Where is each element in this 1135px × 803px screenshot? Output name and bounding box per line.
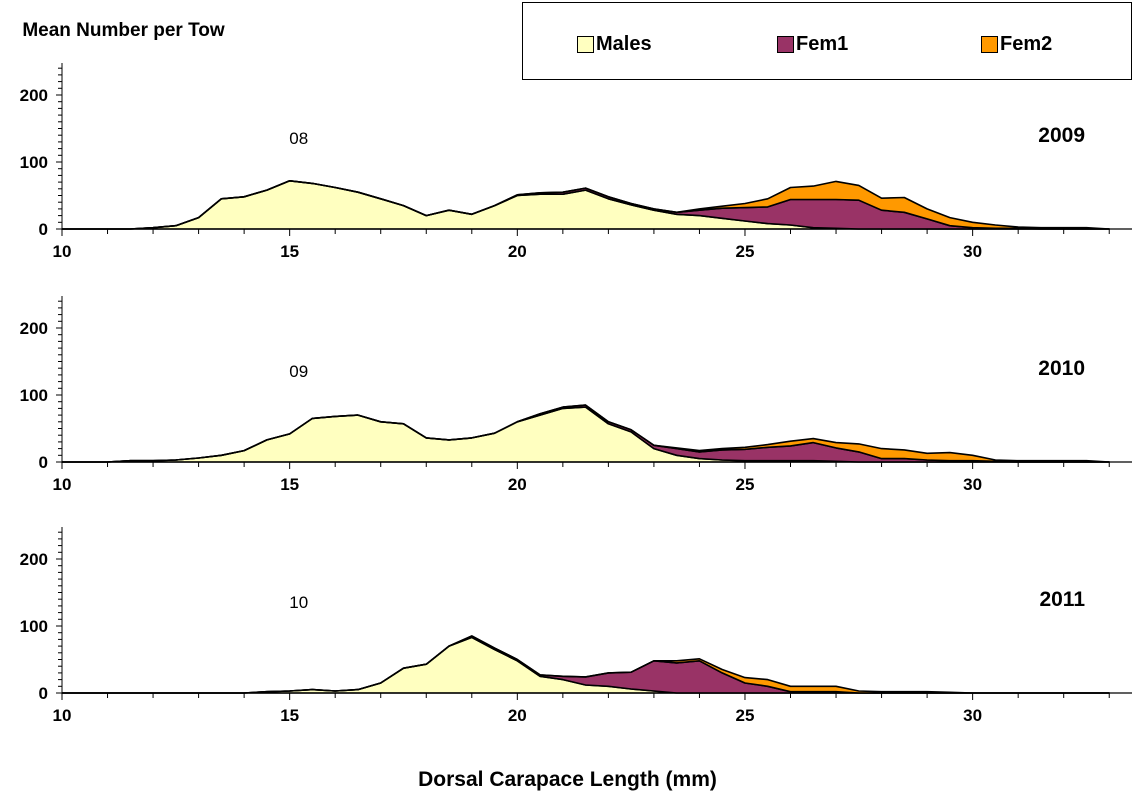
x-tick-label-2009: 30 — [963, 242, 982, 261]
y-tick-label-2011: 0 — [39, 684, 48, 703]
y-tick-label-2009: 100 — [20, 153, 48, 172]
y-tick-label-2011: 200 — [20, 550, 48, 569]
x-tick-label-2009: 15 — [280, 242, 299, 261]
legend-swatch-fem2 — [981, 36, 998, 53]
x-tick-label-2010: 15 — [280, 475, 299, 494]
x-tick-label-2010: 30 — [963, 475, 982, 494]
panel-year-label: 2011 — [1039, 588, 1085, 611]
legend-swatch-males — [577, 36, 594, 53]
panel-annotation: 09 — [289, 362, 308, 381]
x-axis-title: Dorsal Carapace Length (mm) — [418, 768, 717, 791]
legend-item-fem2: Fem2 — [981, 33, 1052, 56]
x-tick-label-2011: 20 — [508, 706, 527, 725]
x-tick-label-2011: 15 — [280, 706, 299, 725]
y-axis-title: Mean Number per Tow — [22, 20, 225, 41]
panel-year-label: 2010 — [1038, 357, 1085, 380]
y-tick-label-2010: 100 — [20, 386, 48, 405]
panel-2010: 0 100 200 10 15 20 25 30 2010 09 — [20, 296, 1132, 494]
legend-swatch-fem1 — [777, 36, 794, 53]
x-tick-label-2009: 25 — [736, 242, 755, 261]
legend-label-males: Males — [596, 33, 652, 55]
panel-annotation: 08 — [289, 129, 308, 148]
legend-item-fem1: Fem1 — [777, 33, 848, 56]
x-tick-label-2010: 10 — [53, 475, 72, 494]
y-tick-label-2011: 100 — [20, 617, 48, 636]
panel-2009: 0 100 200 10 15 20 25 30 2009 08 — [20, 63, 1132, 261]
panel-year-label: 2009 — [1038, 124, 1085, 147]
y-tick-label-2010: 0 — [39, 453, 48, 472]
y-tick-label-2009: 200 — [20, 86, 48, 105]
legend-item-males: Males — [577, 33, 652, 56]
legend-label-fem1: Fem1 — [796, 33, 849, 55]
x-tick-label-2009: 20 — [508, 242, 527, 261]
x-tick-label-2011: 10 — [53, 706, 72, 725]
x-tick-label-2009: 10 — [53, 242, 72, 261]
x-tick-label-2010: 20 — [508, 475, 527, 494]
panel-2011: 0 100 200 10 15 20 25 30 2011 10 — [20, 527, 1132, 725]
panel-annotation: 10 — [289, 593, 308, 612]
legend: Males Fem1 Fem2 — [522, 2, 1132, 80]
x-tick-label-2010: 25 — [736, 475, 755, 494]
x-tick-label-2011: 25 — [736, 706, 755, 725]
y-tick-label-2009: 0 — [39, 220, 48, 239]
x-tick-label-2011: 30 — [963, 706, 982, 725]
y-tick-label-2010: 200 — [20, 319, 48, 338]
area-fem1-2011 — [61, 635, 1110, 694]
legend-label-fem2: Fem2 — [1000, 33, 1053, 55]
